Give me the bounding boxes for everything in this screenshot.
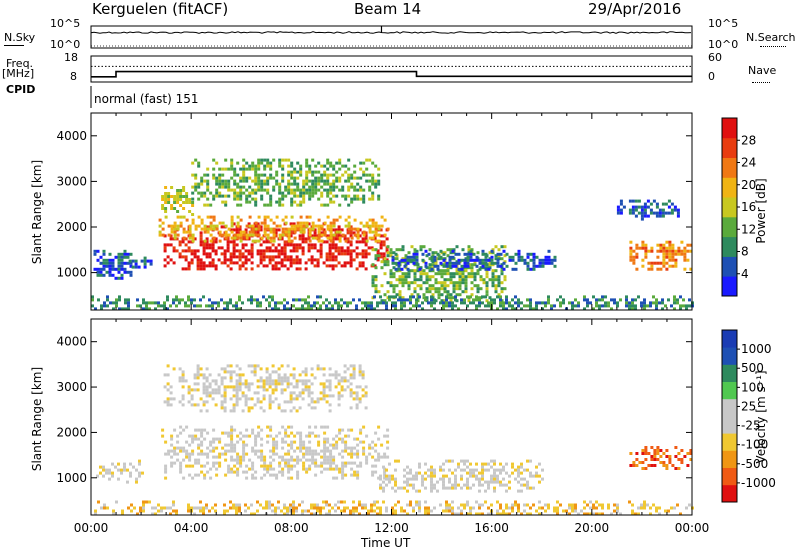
nave-dotted-sample: [752, 82, 770, 83]
velocity-ylabel: Slant Range [km]: [30, 366, 44, 472]
velocity-ytick-label: 1000: [56, 471, 87, 485]
station-title: Kerguelen (fitACF): [92, 0, 229, 18]
freq-tick-top: 18: [64, 51, 78, 64]
power-ytick-label: 1000: [56, 266, 87, 280]
time-tick-label: 16:00: [474, 521, 509, 535]
power-region-2: [93, 249, 133, 280]
power-colorbar-tick-label: 28: [741, 133, 756, 147]
nsearch-tick-top: 10^5: [708, 17, 739, 30]
velocity-colorbar-segment: [722, 484, 737, 503]
nsearch-tick-bottom: 10^0: [708, 38, 739, 51]
power-region-8: [629, 240, 693, 271]
velocity-colorbar-tick-label: 25: [741, 399, 756, 413]
power-colorbar-segment: [722, 236, 737, 257]
time-tick-label: 12:00: [374, 521, 409, 535]
velocity-colorbar-segment: [722, 398, 737, 417]
time-tick-label: 08:00: [274, 521, 309, 535]
power-region-1: [158, 215, 390, 243]
time-tick-label: 00:00: [74, 521, 109, 535]
nsky-tick-bottom: 10^0: [50, 38, 81, 51]
velocity-colorbar-segment: [722, 416, 737, 434]
nsky-series-line: [90, 31, 692, 34]
velocity-colorbar-tick-label: -500: [741, 457, 768, 471]
power-colorbar-tick-label: 24: [741, 156, 756, 170]
nave-label: Nave: [748, 64, 777, 77]
power-colorbar-label: Power [dB]: [754, 178, 768, 244]
velocity-colorbar-segment: [722, 347, 737, 365]
freq-panel-frame: [90, 55, 693, 83]
velocity-region-4: [163, 364, 368, 413]
freq-tick-bottom: 8: [70, 70, 77, 83]
cpid-value: normal (fast) 151: [94, 92, 199, 106]
power-colorbar-segment: [722, 197, 737, 218]
power-colorbar-tick-label: 12: [741, 222, 756, 236]
power-ylabel: Slant Range [km]: [30, 159, 44, 265]
nsearch-dotted-sample: [760, 46, 786, 47]
velocity-panel-bg: [91, 319, 692, 515]
velocity-colorbar-tick-label: -25: [741, 419, 761, 433]
nsky-tick-top: 10^5: [50, 17, 81, 30]
velocity-ytick-label: 2000: [56, 425, 87, 439]
velocity-colorbar-tick-label: -100: [741, 438, 768, 452]
velocity-region-2: [379, 459, 544, 493]
nsky-panel-frame: [90, 25, 693, 49]
velocity-ytick-label: 3000: [56, 380, 87, 394]
cpid-label: CPID: [6, 83, 36, 96]
velocity-ytick-label: 4000: [56, 335, 87, 349]
power-region-9: [616, 199, 680, 221]
nave-tick-bottom: 0: [708, 70, 715, 83]
freq-label: Freq.: [6, 57, 34, 70]
power-region-7: [391, 249, 557, 271]
power-heatmap-group: [90, 112, 740, 311]
power-colorbar-tick-label: 16: [741, 200, 756, 214]
velocity-region-3: [629, 446, 693, 470]
time-axis-label: Time UT: [361, 536, 411, 550]
velocity-colorbar-tick-label: 1000: [741, 342, 772, 356]
nsearch-label: N.Search: [746, 31, 796, 44]
power-ytick-label: 3000: [56, 174, 87, 188]
freq-series-line: [91, 70, 692, 78]
velocity-colorbar-tick-label: 100: [741, 380, 764, 394]
velocity-colorbar-segment: [722, 433, 737, 451]
power-colorbar-tick-label: 4: [741, 267, 749, 281]
power-colorbar-segment: [722, 137, 737, 158]
power-colorbar-segment: [722, 118, 737, 139]
velocity-colorbar-segment: [722, 330, 737, 348]
power-colorbar-segment: [722, 177, 737, 198]
nsky-line-sample: [4, 45, 24, 46]
power-region-5: [191, 158, 381, 207]
power-colorbar-segment: [722, 216, 737, 238]
velocity-colorbar-segment: [722, 467, 737, 486]
velocity-colorbar-frame: [721, 329, 738, 503]
velocity-colorbar-segment: [722, 364, 737, 382]
power-ytick-label: 2000: [56, 220, 87, 234]
time-tick-label: 00:00: [675, 521, 710, 535]
beam-title: Beam 14: [354, 0, 422, 18]
velocity-region-0: [161, 425, 390, 480]
velocity-region-1: [96, 459, 144, 484]
power-colorbar-segment: [722, 276, 737, 297]
power-colorbar-tick-label: 20: [741, 178, 756, 192]
power-colorbar-segment: [722, 256, 737, 277]
velocity-colorbar-segment: [722, 381, 737, 400]
velocity-colorbar-tick-label: -1000: [741, 476, 776, 490]
power-colorbar-tick-label: 8: [741, 245, 749, 259]
power-region-10: [91, 295, 694, 311]
power-panel-bg: [91, 113, 692, 310]
time-tick-label: 20:00: [575, 521, 610, 535]
power-colorbar-segment: [722, 157, 737, 178]
velocity-heatmap-group: [90, 318, 740, 516]
freq-unit: [MHz]: [2, 67, 35, 80]
power-ytick-label: 4000: [56, 129, 87, 143]
velocity-colorbar-label: Velocity [m s⁻¹]: [754, 370, 768, 464]
power-region-3: [128, 256, 153, 269]
nsky-label: N.Sky: [4, 31, 36, 44]
velocity-colorbar-tick-label: 500: [741, 361, 764, 375]
power-region-4: [161, 186, 195, 216]
velocity-colorbar-segment: [722, 450, 737, 468]
date-title: 29/Apr/2016: [588, 0, 682, 18]
nave-tick-top: 60: [708, 51, 722, 64]
time-tick-label: 04:00: [174, 521, 209, 535]
